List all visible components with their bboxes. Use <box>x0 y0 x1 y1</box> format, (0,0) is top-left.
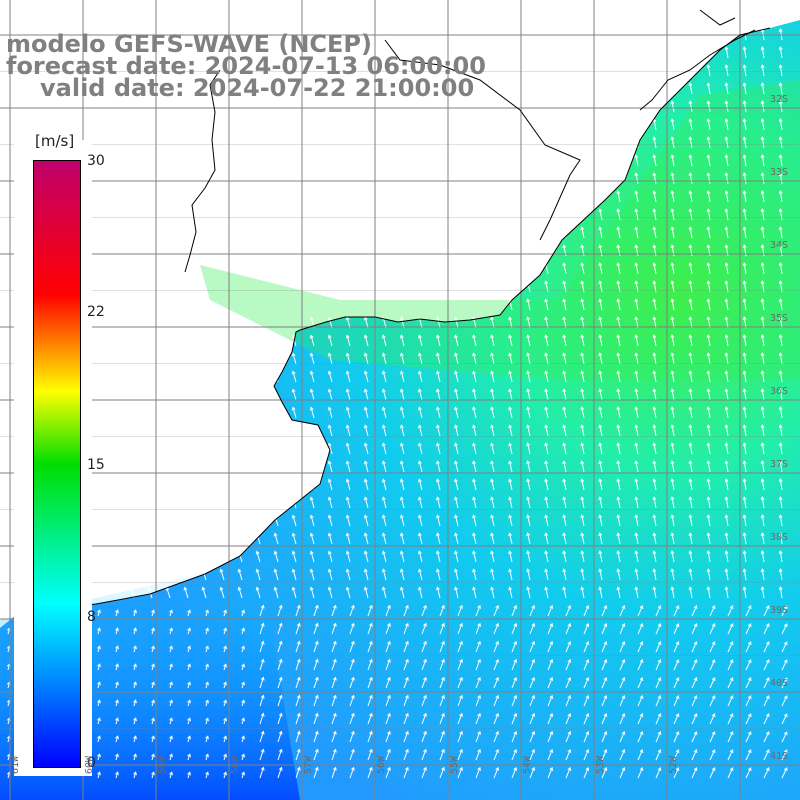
colorbar-tick-15: 15 <box>87 457 105 473</box>
lon-label-53w: 53W <box>595 755 606 774</box>
lat-label-39s: 39S <box>770 605 789 616</box>
lat-label-37s: 37S <box>770 459 789 470</box>
valid-date: valid date: 2024-07-22 21:00:00 <box>40 74 475 102</box>
lat-label-34s: 34S <box>770 240 789 251</box>
lat-label-33s: 33S <box>770 167 789 178</box>
model-title: modelo GEFS-WAVE (NCEP) <box>6 30 372 58</box>
lon-label-58w: 58W <box>230 755 241 774</box>
wind-arrows <box>7 28 788 779</box>
colorbar-tick-0: 0 <box>87 755 96 771</box>
colorbar <box>33 160 81 768</box>
lat-label-38s: 38S <box>770 532 789 543</box>
colorbar-tick-30: 30 <box>87 153 105 169</box>
lon-label-52w: 52W <box>668 755 679 774</box>
colorbar-tick-8: 8 <box>87 609 96 625</box>
lat-label-35s: 35S <box>770 313 789 324</box>
colorbar-unit: [m/s] <box>33 132 77 150</box>
forecast-date: forecast date: 2024-07-13 06:00:00 <box>6 52 486 80</box>
lat-label-41s: 41S <box>770 751 789 762</box>
lon-label-56w: 56W <box>376 755 387 774</box>
lon-label-61w: 61W <box>10 755 21 774</box>
lon-label-59w: 59W <box>157 755 168 774</box>
coastline <box>19 9 771 613</box>
lat-label-40s: 40S <box>770 678 789 689</box>
colorbar-tick-22: 22 <box>87 304 105 320</box>
lon-label-57w: 57W <box>303 755 314 774</box>
lat-label-32s: 32S <box>770 94 789 105</box>
lon-label-54w: 54W <box>522 755 533 774</box>
lon-label-60w: 60W <box>84 755 95 774</box>
lat-label-36s: 36S <box>770 386 789 397</box>
lon-label-55w: 55W <box>449 755 460 774</box>
